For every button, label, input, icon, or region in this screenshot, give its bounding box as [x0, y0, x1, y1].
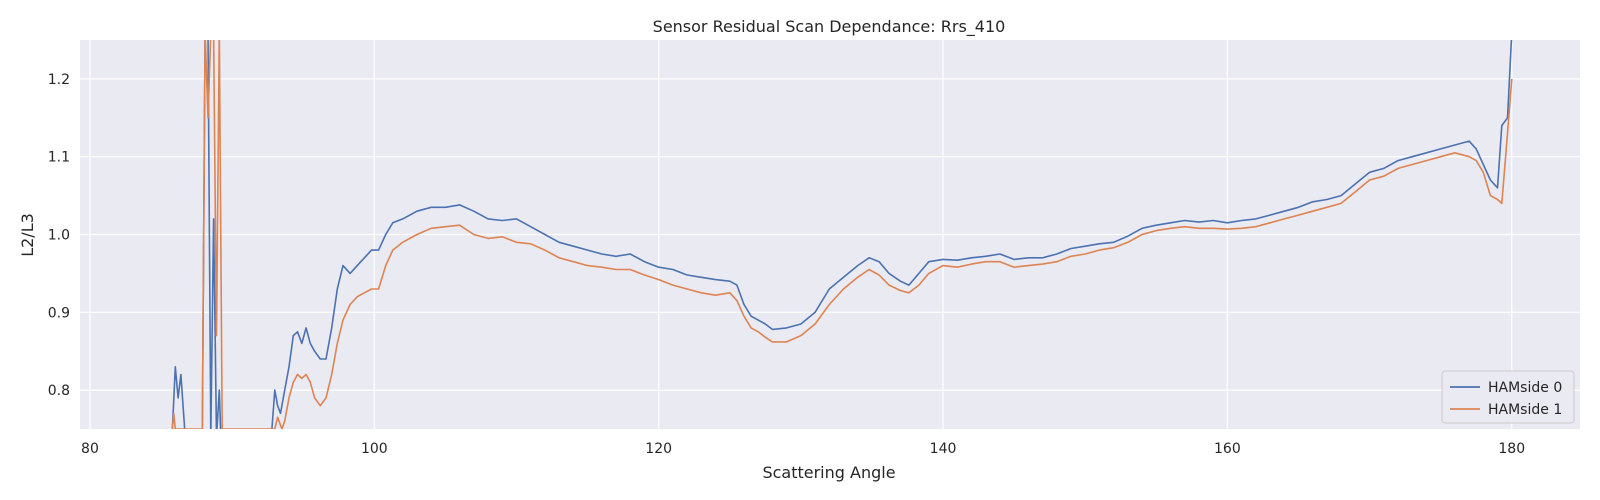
grid — [80, 40, 1580, 429]
x-tick-label: 120 — [645, 441, 672, 457]
x-tick-label: 160 — [1214, 441, 1241, 457]
x-tick-label: 180 — [1498, 441, 1525, 457]
y-tick-label: 1.0 — [48, 228, 70, 244]
x-tick-label: 140 — [930, 441, 957, 457]
y-axis-label: L2/L3 — [18, 213, 37, 257]
legend-box — [1441, 370, 1575, 424]
y-tick-label: 1.1 — [48, 150, 70, 166]
series-lines — [171, 40, 1513, 429]
y-tick-label: 0.9 — [48, 305, 70, 321]
legend: HAMside 0 HAMside 1 — [1441, 370, 1575, 424]
legend-label: HAMside 1 — [1488, 402, 1562, 418]
y-tick-label: 0.8 — [48, 383, 70, 399]
x-axis-label: Scattering Angle — [762, 463, 895, 482]
chart-title: Sensor Residual Scan Dependance: Rrs_410 — [653, 17, 1006, 37]
y-tick-label: 1.2 — [48, 72, 70, 88]
series-line-1 — [171, 40, 1513, 429]
series-line-0 — [171, 40, 1513, 429]
x-tick-labels: 80 100 120 140 160 180 — [81, 441, 1525, 457]
legend-label: HAMside 0 — [1488, 380, 1562, 396]
x-tick-label: 100 — [361, 441, 388, 457]
y-tick-labels: 0.8 0.9 1.0 1.1 1.2 — [48, 72, 70, 399]
x-tick-label: 80 — [81, 441, 99, 457]
